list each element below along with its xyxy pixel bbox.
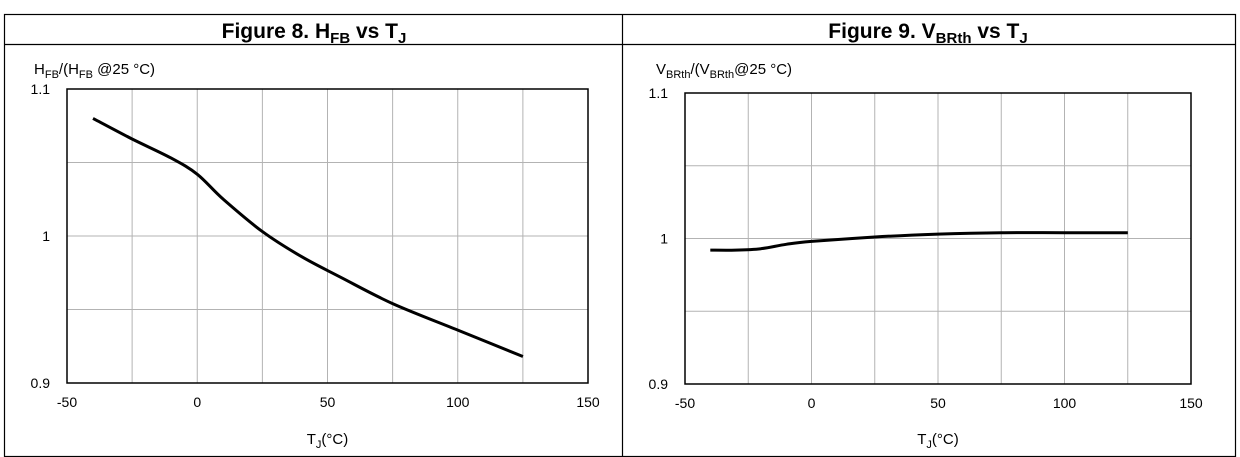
x-axis-label: TJ(°C) [307, 431, 349, 451]
chart-title: Figure 9. VBRth vs TJ [828, 20, 1027, 47]
y-tick-label: 0.9 [649, 376, 669, 392]
y-tick-label: 1 [660, 231, 668, 247]
y-axis-label: HFB/(HFB @25 °C) [34, 61, 155, 81]
y-tick-labels: 0.9 1 1.1 [649, 85, 669, 392]
y-axis-label: VBRth/(VBRth@25 °C) [656, 61, 792, 81]
y-tick-label: 1 [42, 228, 50, 244]
x-tick-label: 150 [1179, 395, 1203, 411]
gridlines [67, 89, 588, 383]
plot-area [66, 88, 589, 384]
x-tick-label: 100 [446, 394, 470, 410]
series-line [710, 231, 1128, 252]
chart-panel-vbrth: Figure 9. VBRth vs TJ VBRth/(VBRth@25 °C… [649, 20, 1203, 451]
x-tick-label: 50 [930, 395, 946, 411]
x-tick-labels: -50 0 50 100 150 [675, 395, 1203, 411]
y-tick-label: 1.1 [31, 81, 51, 97]
x-tick-label: 0 [808, 395, 816, 411]
x-axis-label: TJ(°C) [917, 431, 959, 451]
series-line [92, 117, 524, 358]
series-layer [92, 117, 524, 358]
x-tick-label: -50 [675, 395, 695, 411]
chart-title: Figure 8. HFB vs TJ [222, 20, 407, 47]
chart-panel-hfb: Figure 8. HFB vs TJ HFB/(HFB @25 °C) -50… [31, 20, 600, 451]
series-layer [710, 231, 1128, 252]
y-tick-label: 1.1 [649, 85, 669, 101]
x-tick-label: -50 [57, 394, 77, 410]
gridlines [685, 93, 1191, 384]
x-tick-label: 50 [320, 394, 336, 410]
y-tick-label: 0.9 [31, 375, 51, 391]
x-tick-labels: -50 0 50 100 150 [57, 394, 600, 410]
x-tick-label: 150 [576, 394, 600, 410]
x-tick-label: 0 [193, 394, 201, 410]
y-tick-labels: 0.9 1 1.1 [31, 81, 51, 391]
plot-area [684, 92, 1192, 385]
x-tick-label: 100 [1053, 395, 1077, 411]
